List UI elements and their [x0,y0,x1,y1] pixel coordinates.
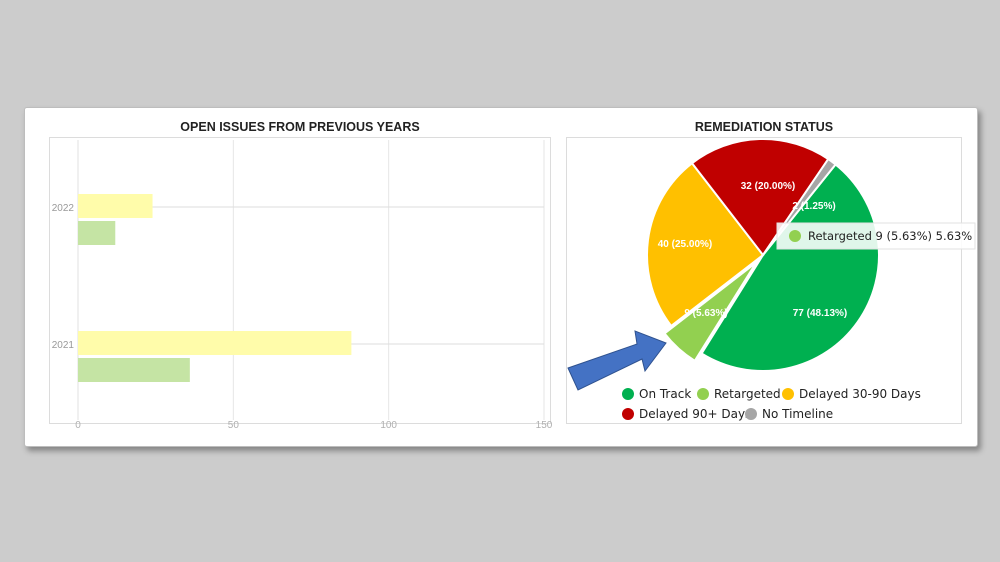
pie-data-label: 40 (25.00%) [658,239,712,250]
x-tick-label: 0 [75,420,81,431]
pie-data-label: 77 (48.13%) [793,308,847,319]
tooltip-swatch-icon [789,230,801,242]
legend-swatch-icon [782,388,794,400]
bar-2022-series-1[interactable] [78,194,153,218]
legend-swatch-icon [745,408,757,420]
x-tick-label: 150 [536,420,553,431]
pie-slice-delayed-90-days[interactable] [690,138,830,257]
x-tick-label: 100 [380,420,397,431]
legend-label: Retargeted [714,387,781,401]
legend-item-retargeted[interactable]: Retargeted [697,387,781,401]
bar-chart-title: OPEN ISSUES FROM PREVIOUS YEARS [180,120,420,134]
y-tick-label: 2021 [52,340,75,351]
pie-data-label: 9 (5.63%) [684,308,727,319]
pie-data-label: 32 (20.00%) [741,181,795,192]
tooltip-text: Retargeted 9 (5.63%) 5.63% [808,229,972,243]
bar-2021-series-2[interactable] [78,358,190,382]
legend-label: Delayed 90+ Days [639,407,751,421]
pie-slice-retargeted[interactable] [663,261,758,363]
legend-label: No Timeline [762,407,833,421]
legend-item-delayed-30-90-days[interactable]: Delayed 30-90 Days [782,387,921,401]
pie-slice-delayed-30-90-days[interactable] [646,161,765,328]
legend-swatch-icon [697,388,709,400]
legend-swatch-icon [622,408,634,420]
legend-item-delayed-90-days[interactable]: Delayed 90+ Days [622,407,751,421]
pie-tooltip: Retargeted 9 (5.63%) 5.63% [776,222,976,250]
legend-label: On Track [639,387,691,401]
bar-chart-frame [49,137,551,424]
legend-item-no-timeline[interactable]: No Timeline [745,407,833,421]
pie-chart-frame [566,137,962,424]
pie-data-label: 2 (1.25%) [792,201,835,212]
legend-swatch-icon [622,388,634,400]
bar-2021-series-1[interactable] [78,331,352,355]
y-tick-label: 2022 [52,203,75,214]
x-tick-label: 50 [228,420,240,431]
legend-item-on-track[interactable]: On Track [622,387,691,401]
bar-2022-series-2[interactable] [78,221,116,245]
pie-chart-title: REMEDIATION STATUS [694,120,834,134]
legend-label: Delayed 30-90 Days [799,387,921,401]
pie-slice-on-track[interactable] [700,163,880,372]
